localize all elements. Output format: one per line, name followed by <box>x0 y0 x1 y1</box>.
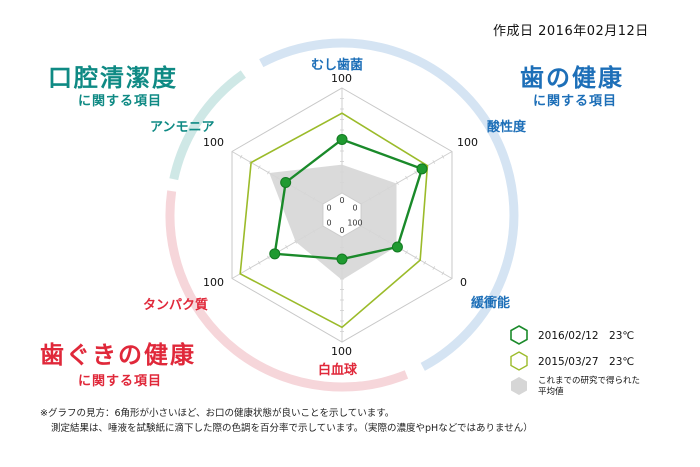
series-2015-line <box>239 112 429 329</box>
hexagon-outline-icon <box>510 351 528 371</box>
svg-text:0: 0 <box>326 204 331 213</box>
data-point-marker <box>336 133 348 145</box>
data-point-marker <box>269 248 281 260</box>
gum-arc <box>165 190 409 392</box>
created-date: 作成日 2016年02月12日 <box>493 24 649 39</box>
hexagon-outline-icon <box>510 325 528 345</box>
axis-label-white-blood-cells: 白血球 <box>318 363 358 378</box>
axis-tick-cavity-bacteria: 100 <box>331 72 352 85</box>
teeth-arc <box>259 38 519 371</box>
group-arcs <box>165 38 519 392</box>
axis-tick-buffer: 0 <box>460 276 467 289</box>
axis-label-cavity-bacteria: むし歯菌 <box>311 58 364 73</box>
series-2016-markers <box>269 133 428 265</box>
hexagon-filled-icon <box>511 377 527 395</box>
teeth-health-subtitle: に関する項目 <box>533 94 618 109</box>
legend-item-2016: 2016/02/12 23℃ <box>510 325 634 345</box>
axis-tick-acidity: 100 <box>457 136 478 149</box>
legend-label-average-line2: 平均値 <box>538 387 564 397</box>
svg-text:0: 0 <box>339 196 344 205</box>
data-point-marker <box>416 163 428 175</box>
gum-health-title: 歯ぐきの健康 <box>40 341 196 369</box>
legend-label-2015: 2015/03/27 23℃ <box>538 355 635 368</box>
axis-label-ammonia: アンモニア <box>150 120 215 135</box>
legend-item-2015: 2015/03/27 23℃ <box>510 351 634 371</box>
teeth-health-title: 歯の健康 <box>520 64 624 92</box>
legend-label-average-line1: これまでの研究で得られた <box>538 376 641 386</box>
data-point-marker <box>391 241 403 253</box>
center-hole <box>322 192 362 238</box>
legend-label-2016: 2016/02/12 23℃ <box>538 329 635 342</box>
oral-cleanliness-subtitle: に関する項目 <box>78 94 163 109</box>
axis-tick-white-blood-cells: 100 <box>331 345 352 358</box>
axis-tick-protein: 100 <box>203 276 224 289</box>
data-point-marker <box>336 253 348 265</box>
oral-arc <box>169 70 246 181</box>
axis-label-protein: タンパク質 <box>143 298 209 313</box>
legend-item-average: これまでの研究で得られた 平均値 <box>510 376 640 398</box>
axis-label-buffer-capacity: 緩衝能 <box>471 296 511 311</box>
svg-text:100: 100 <box>347 219 362 228</box>
axis-tick-ammonia: 100 <box>203 136 224 149</box>
svg-text:0: 0 <box>339 226 344 235</box>
data-point-marker <box>280 176 292 188</box>
svg-text:0: 0 <box>326 219 331 228</box>
gum-health-subtitle: に関する項目 <box>78 374 163 389</box>
oral-cleanliness-title: 口腔清潔度 <box>48 64 178 92</box>
note-line-2: 測定結果は、唾液を試験紙に滴下した際の色調を百分率で示しています。（実際の濃度や… <box>51 423 533 434</box>
note-line-1: ※グラフの見方：6角形が小さいほど、お口の健康状態が良いことを示しています。 <box>40 408 395 419</box>
axis-label-acidity: 酸性度 <box>487 120 527 135</box>
svg-text:0: 0 <box>352 204 357 213</box>
